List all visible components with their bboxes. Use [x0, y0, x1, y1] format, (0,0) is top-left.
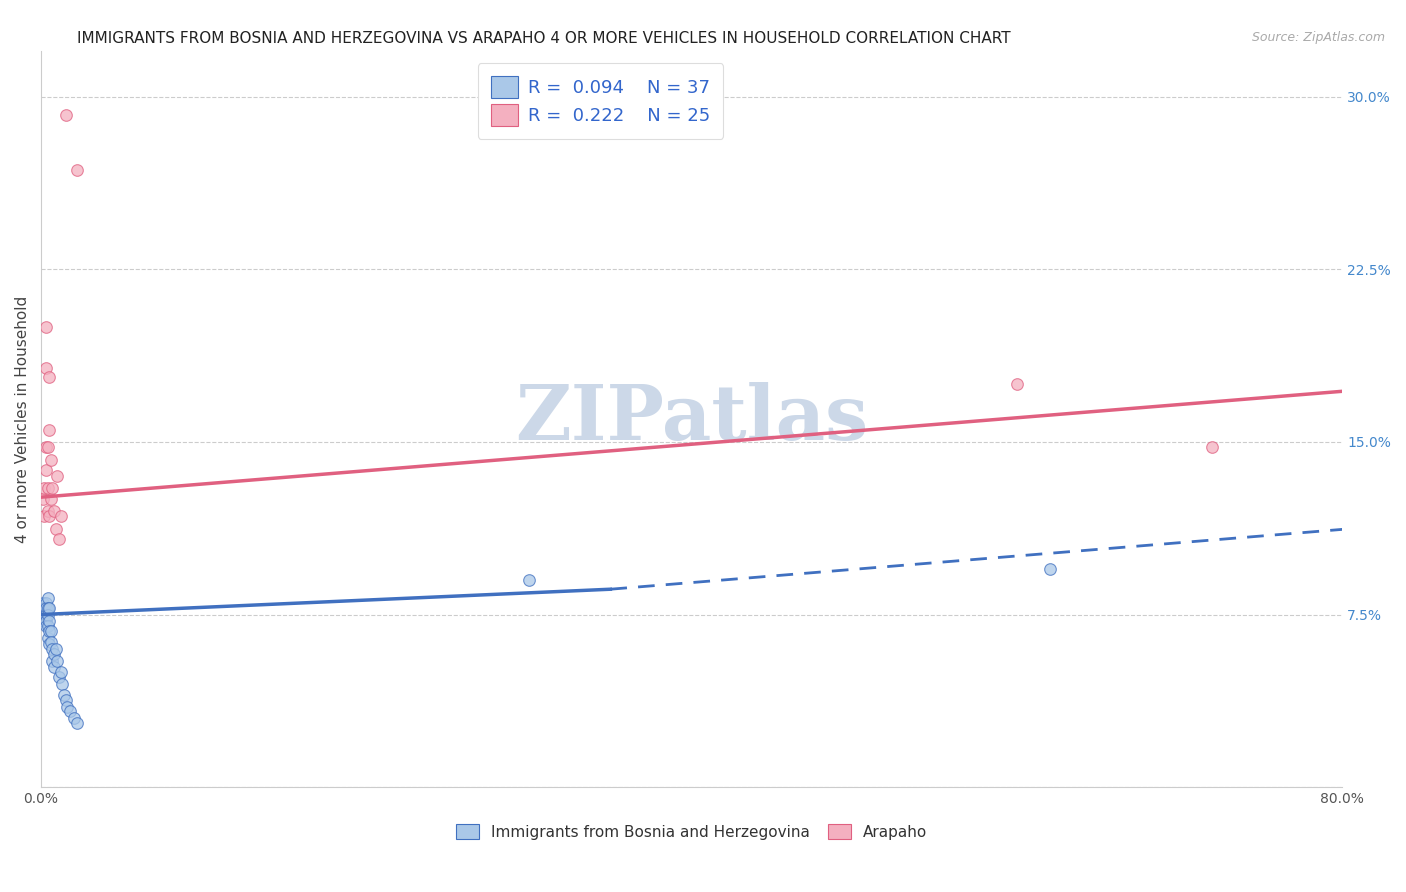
Point — [35, 600, 58, 615]
Point — [62, 711, 84, 725]
Point — [39, 624, 62, 638]
Point — [51, 676, 73, 690]
Point — [39, 492, 62, 507]
Point — [38, 624, 60, 638]
Point — [66, 715, 89, 730]
Point — [42, 504, 65, 518]
Point — [66, 163, 89, 178]
Point — [37, 591, 59, 606]
Point — [35, 619, 58, 633]
Text: ZIPatlas: ZIPatlas — [515, 382, 869, 456]
Point — [45, 642, 67, 657]
Point — [42, 647, 65, 661]
Point — [37, 600, 59, 615]
Point — [34, 481, 56, 495]
Point — [34, 508, 56, 523]
Point — [37, 631, 59, 645]
Legend: Immigrants from Bosnia and Herzegovina, Arapaho: Immigrants from Bosnia and Herzegovina, … — [450, 818, 934, 846]
Point — [46, 469, 69, 483]
Point — [1201, 440, 1223, 454]
Point — [41, 481, 63, 495]
Text: Source: ZipAtlas.com: Source: ZipAtlas.com — [1251, 31, 1385, 45]
Point — [34, 607, 56, 622]
Point — [1005, 377, 1028, 392]
Point — [42, 660, 65, 674]
Point — [48, 532, 70, 546]
Point — [49, 665, 72, 679]
Point — [48, 670, 70, 684]
Point — [35, 319, 58, 334]
Text: IMMIGRANTS FROM BOSNIA AND HERZEGOVINA VS ARAPAHO 4 OR MORE VEHICLES IN HOUSEHOL: IMMIGRANTS FROM BOSNIA AND HERZEGOVINA V… — [77, 31, 1011, 46]
Point — [31, 596, 53, 610]
Point — [34, 600, 56, 615]
Y-axis label: 4 or more Vehicles in Household: 4 or more Vehicles in Household — [15, 295, 30, 542]
Point — [38, 637, 60, 651]
Point — [56, 699, 79, 714]
Point — [35, 440, 58, 454]
Point — [37, 481, 59, 495]
Point — [49, 508, 72, 523]
Point — [38, 615, 60, 629]
Point — [37, 619, 59, 633]
Point — [55, 108, 77, 122]
Point — [38, 424, 60, 438]
Point — [35, 361, 58, 376]
Point — [31, 492, 53, 507]
Point — [34, 615, 56, 629]
Point — [59, 704, 82, 718]
Point — [37, 607, 59, 622]
Point — [35, 462, 58, 476]
Point — [39, 453, 62, 467]
Point — [1038, 561, 1060, 575]
Point — [38, 508, 60, 523]
Point — [45, 522, 67, 536]
Point — [46, 654, 69, 668]
Point — [38, 600, 60, 615]
Point — [41, 654, 63, 668]
Point — [52, 688, 75, 702]
Point — [41, 642, 63, 657]
Point — [55, 692, 77, 706]
Point — [35, 615, 58, 629]
Point — [517, 573, 540, 587]
Point — [37, 504, 59, 518]
Point — [39, 635, 62, 649]
Point — [35, 596, 58, 610]
Point — [35, 607, 58, 622]
Point — [37, 440, 59, 454]
Point — [38, 370, 60, 384]
